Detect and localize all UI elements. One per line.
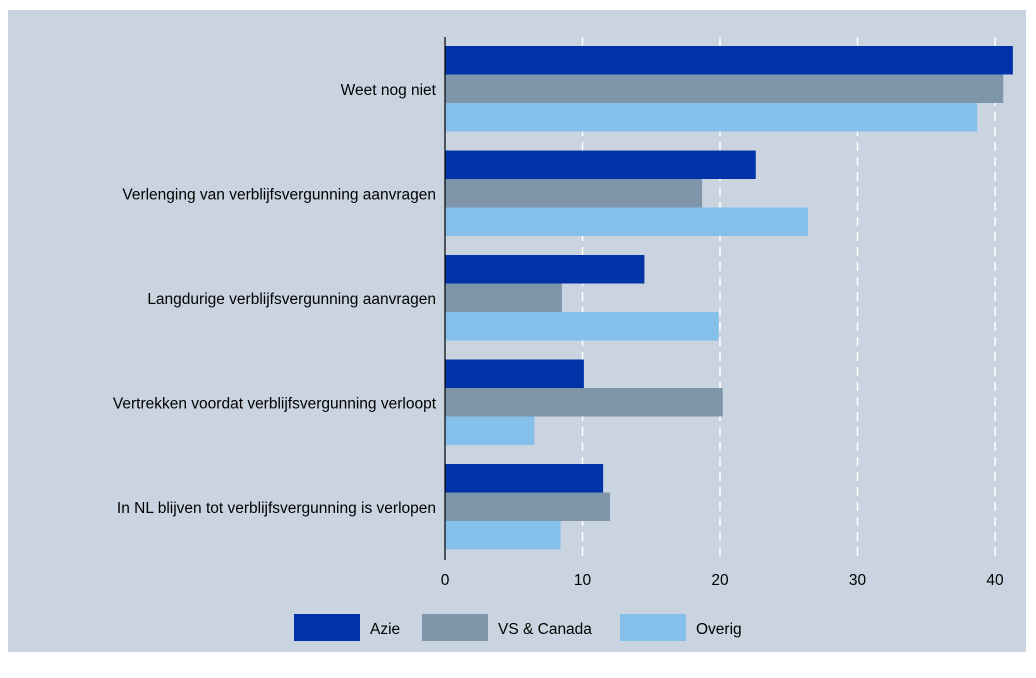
bar-3-2 <box>445 416 535 445</box>
bar-1-1 <box>445 179 703 208</box>
category-label-4: In NL blijven tot verblijfsvergunning is… <box>117 500 436 517</box>
bar-0-0 <box>445 46 1013 75</box>
x-tick-label-10: 10 <box>574 572 592 589</box>
bar-4-0 <box>445 464 604 493</box>
legend-swatch-2 <box>620 614 686 641</box>
legend-label-1: VS & Canada <box>498 621 592 638</box>
bar-0-2 <box>445 103 978 132</box>
category-label-2: Langdurige verblijfsvergunning aanvragen <box>147 291 436 308</box>
bar-4-2 <box>445 521 561 550</box>
x-tick-labels: 0 10 20 30 40 <box>441 572 1004 589</box>
bar-1-2 <box>445 207 808 236</box>
category-label-1: Verlenging van verblijfsvergunning aanvr… <box>122 186 436 203</box>
category-label-3: Vertrekken voordat verblijfsvergunning v… <box>113 395 437 412</box>
category-labels: Weet nog niet Verlenging van verblijfsver… <box>113 82 437 517</box>
legend-swatch-1 <box>422 614 488 641</box>
legend-label-0: Azie <box>370 621 400 638</box>
x-tick-label-30: 30 <box>849 572 867 589</box>
bar-0-1 <box>445 74 1004 103</box>
x-tick-label-20: 20 <box>711 572 729 589</box>
bar-1-0 <box>445 150 756 179</box>
bars <box>445 46 1013 550</box>
legend: Azie VS & Canada Overig <box>294 614 742 641</box>
x-tick-label-0: 0 <box>441 572 450 589</box>
bar-2-0 <box>445 255 645 284</box>
x-tick-label-40: 40 <box>986 572 1004 589</box>
category-label-0: Weet nog niet <box>341 82 437 99</box>
bar-3-0 <box>445 359 584 388</box>
legend-swatch-0 <box>294 614 360 641</box>
bar-3-1 <box>445 388 723 417</box>
legend-label-2: Overig <box>696 621 742 638</box>
bar-2-2 <box>445 312 719 341</box>
bar-4-1 <box>445 492 610 521</box>
bar-2-1 <box>445 283 562 312</box>
